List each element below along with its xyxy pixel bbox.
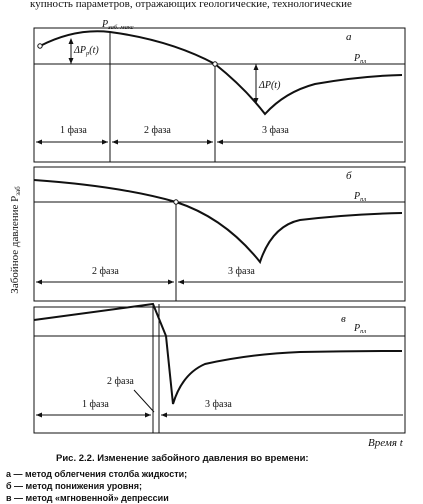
legend-item-v: в — метод «мгновенной» депрессии	[6, 493, 169, 503]
panel-a-dp-right-label: ΔP(t)	[258, 80, 281, 91]
panel-b-phase2-arrowhead-right	[168, 279, 174, 285]
panel-v-phase1-label: 1 фаза	[82, 399, 109, 410]
figure-caption: Рис. 2.2. Изменение забойного давления в…	[56, 453, 309, 464]
header-text: купность параметров, отражающих геологич…	[30, 0, 352, 10]
panel-b-phase3-label: 3 фаза	[228, 266, 255, 277]
panel-b: б Pпл 2 фаза 3 фаза	[33, 166, 406, 302]
panel-b-ppl-label: Pпл	[353, 191, 366, 203]
panel-a-cross-point	[212, 61, 218, 67]
panel-a-phase3-label: 3 фаза	[262, 125, 289, 136]
panel-a-phase1-label: 1 фаза	[60, 125, 87, 136]
panel-a-phase1-arrowhead-right	[102, 139, 108, 145]
panel-a-dp-left-arrowhead-down	[68, 58, 74, 64]
panel-v-phase2-pointer	[133, 389, 155, 413]
y-axis-label-text: Забойное давление P	[9, 196, 21, 294]
panel-b-letter: б	[346, 170, 352, 182]
panel-a-pmax-label: Pзаб. макс	[101, 19, 134, 31]
panel-b-phase3-arrowhead-left	[178, 279, 184, 285]
panel-a-start-point	[37, 43, 43, 49]
panel-a-ppl-label: Pпл	[353, 53, 366, 65]
panel-v-phase1-arrowhead-left	[36, 412, 42, 418]
y-axis-label: Забойное давление Pзаб	[9, 186, 22, 294]
panel-a-dp-left-arrowhead-up	[68, 38, 74, 44]
panel-v-phase3-arrowhead-left	[161, 412, 167, 418]
panel-v-letter: в	[341, 313, 346, 325]
panel-v-frame	[33, 306, 406, 434]
panel-a-phase2-arrowhead-right	[207, 139, 213, 145]
panel-a-phase3-arrowhead-left	[217, 139, 223, 145]
panel-b-pressure-curve	[33, 179, 403, 265]
panel-b-phase2-arrowhead-left	[36, 279, 42, 285]
panel-v-ppl-label: Pпл	[353, 323, 366, 335]
panel-a: Pзаб. макс ΔPр(t) ΔP(t) а Pпл 1 фаза 2 ф…	[33, 19, 406, 163]
panel-v-pressure-curve	[33, 302, 403, 405]
panel-v-phase2-label: 2 фаза	[107, 376, 134, 387]
svg-text:Забойное давление Pзаб: Забойное давление Pзаб	[9, 186, 22, 294]
panel-a-dp-right-arrowhead-up	[253, 64, 259, 70]
x-axis-label: Время t	[368, 437, 404, 449]
panel-v: в Pпл 2 фаза 1 фаза 3 фаза	[33, 302, 406, 434]
panel-a-dp-right-arrowhead-down	[253, 98, 259, 104]
panel-b-cross-point	[173, 199, 179, 205]
panel-v-phase3-label: 3 фаза	[205, 399, 232, 410]
y-axis-label-sub: заб	[14, 186, 22, 196]
panel-a-phase2-arrowhead-left	[112, 139, 118, 145]
legend-item-a: а — метод облегчения столба жидкости;	[6, 469, 188, 479]
panel-b-frame	[33, 166, 406, 302]
panel-a-phase2-label: 2 фаза	[144, 125, 171, 136]
panel-a-frame	[33, 27, 406, 163]
panel-b-phase2-label: 2 фаза	[92, 266, 119, 277]
panel-v-phase1-arrowhead-right	[145, 412, 151, 418]
legend: а — метод облегчения столба жидкости; б …	[6, 468, 187, 504]
legend-item-b: б — метод понижения уровня;	[6, 481, 142, 491]
panel-a-pressure-curve	[39, 30, 403, 116]
panel-a-letter: а	[346, 31, 352, 43]
panel-a-phase1-arrowhead-left	[36, 139, 42, 145]
panel-a-dp-left-label: ΔPр(t)	[73, 45, 99, 57]
